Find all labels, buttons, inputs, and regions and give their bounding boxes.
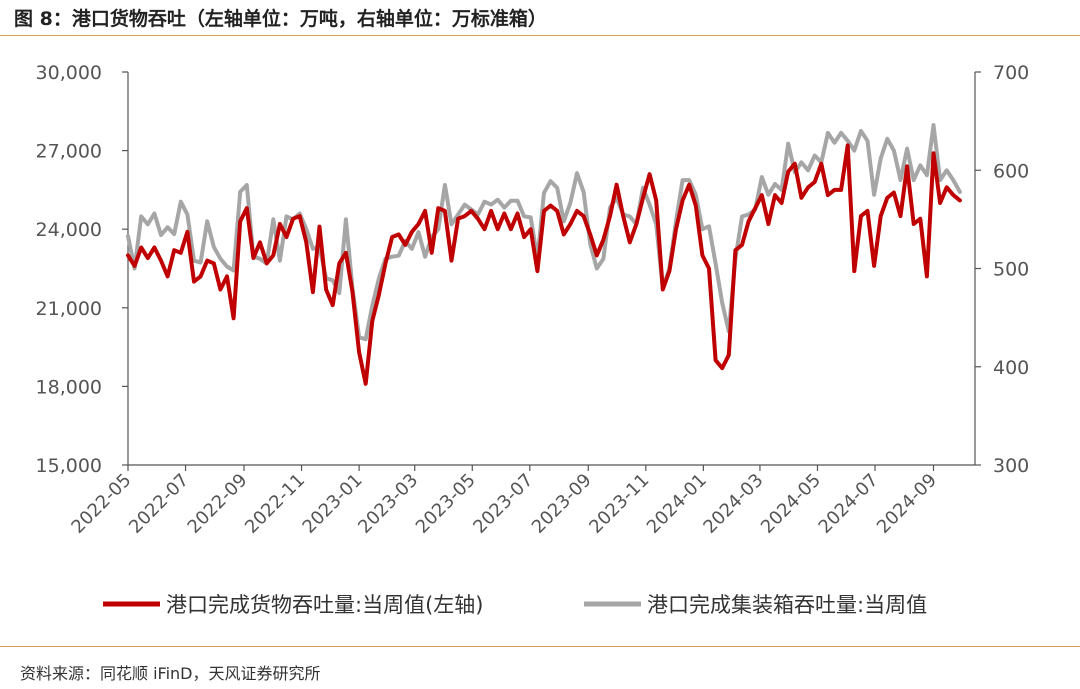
x-tick-label: 2022-05 bbox=[67, 470, 135, 538]
x-tick-label: 2024-09 bbox=[873, 470, 941, 538]
x-tick-label: 2024-01 bbox=[643, 470, 711, 538]
y-left-axis: 15,000 18,000 21,000 24,000 27,000 30,000 bbox=[36, 62, 128, 477]
y-right-axis: 300 400 500 600 700 bbox=[975, 62, 1029, 477]
x-tick-label: 2024-07 bbox=[815, 470, 883, 538]
series-layer bbox=[126, 123, 962, 386]
y-left-tick-label: 21,000 bbox=[36, 298, 102, 320]
y-right-tick-label: 500 bbox=[993, 259, 1029, 281]
series-line-cargo bbox=[126, 143, 962, 386]
x-tick-label: 2023-07 bbox=[469, 470, 537, 538]
bottom-divider bbox=[0, 646, 1080, 647]
x-tick-label: 2024-05 bbox=[757, 470, 825, 538]
x-tick-label: 2024-03 bbox=[699, 470, 767, 538]
y-right-tick-label: 400 bbox=[993, 357, 1029, 379]
y-left-tick-label: 27,000 bbox=[36, 141, 102, 163]
x-tick-label: 2023-11 bbox=[585, 470, 653, 538]
x-tick-label: 2023-05 bbox=[412, 470, 480, 538]
x-tick-label: 2023-09 bbox=[528, 470, 596, 538]
x-tick-label: 2022-11 bbox=[241, 470, 309, 538]
y-right-tick-label: 300 bbox=[993, 455, 1029, 477]
legend-label-gray: 港口完成集装箱吞吐量:当周值 bbox=[647, 593, 927, 617]
x-tick-label: 2022-07 bbox=[125, 470, 193, 538]
x-axis: 2022-052022-072022-092022-112023-012023-… bbox=[67, 465, 941, 538]
y-right-tick-label: 600 bbox=[993, 160, 1029, 182]
top-divider bbox=[0, 35, 1080, 36]
x-tick-label: 2023-01 bbox=[299, 470, 367, 538]
figure-title: 图 8：港口货物吞吐（左轴单位：万吨，右轴单位：万标准箱） bbox=[14, 8, 547, 30]
y-right-tick-label: 700 bbox=[993, 62, 1029, 84]
x-tick-label: 2023-03 bbox=[354, 470, 422, 538]
axes-frame bbox=[127, 72, 976, 466]
y-left-tick-label: 15,000 bbox=[36, 455, 102, 477]
legend-label-red: 港口完成货物吞吐量:当周值(左轴) bbox=[166, 593, 483, 617]
y-left-tick-label: 18,000 bbox=[36, 376, 102, 398]
legend: 港口完成货物吞吐量:当周值(左轴) 港口完成集装箱吞吐量:当周值 bbox=[103, 593, 927, 617]
source-note: 资料来源：同花顺 iFinD，天风证券研究所 bbox=[20, 664, 321, 683]
x-tick-label: 2022-09 bbox=[184, 470, 252, 538]
series-line-container bbox=[126, 123, 962, 342]
y-left-tick-label: 24,000 bbox=[36, 219, 102, 241]
y-left-tick-label: 30,000 bbox=[36, 62, 102, 84]
